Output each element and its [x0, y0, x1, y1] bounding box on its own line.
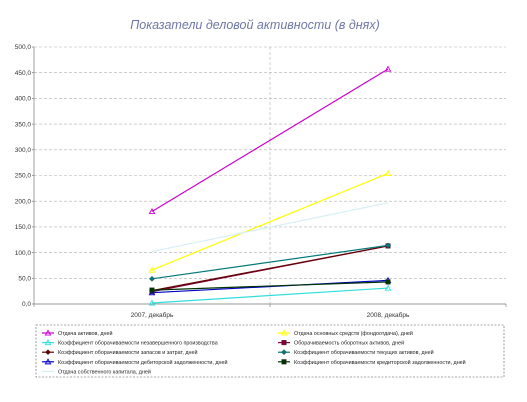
chart-title: Показатели деловой активности (в днях)	[130, 18, 380, 32]
legend-label: Коэффициент оборачиваемости незавершенно…	[58, 341, 218, 347]
legend-label: Коэффициент оборачиваемости текущих акти…	[294, 349, 434, 356]
series-line	[151, 244, 389, 280]
series-line	[151, 245, 389, 292]
legend: Отдача активов, дней Отдача основных сред…	[35, 324, 505, 378]
legend-item: Отдача основных средств (фондоотдача), д…	[278, 329, 413, 337]
series-0	[148, 65, 392, 215]
legend-marker	[45, 349, 51, 356]
legend-item: Отдача активов, дней	[42, 329, 113, 337]
series-line	[151, 172, 389, 271]
y-tick-label: 0,0	[22, 301, 31, 308]
legend-label: Оборачиваемость оборотных активов, дней	[294, 340, 404, 347]
x-tick-label: 2007, декабрь	[131, 311, 174, 319]
legend-marker	[44, 339, 52, 346]
legend-label: Коэффициент оборачиваемости кредиторской…	[294, 359, 466, 366]
y-tick-label: 150,0	[15, 224, 32, 231]
series-8	[151, 202, 389, 253]
legend-item: Коэффициент оборачиваемости дебиторской …	[42, 358, 227, 366]
series-line	[151, 287, 389, 304]
data-point	[384, 65, 392, 72]
data-point	[148, 299, 156, 306]
legend-item: Коэффициент оборачиваемости запасов и за…	[42, 349, 197, 356]
legend-marker	[44, 329, 52, 336]
y-tick-label: 200,0	[15, 198, 32, 205]
legend-item: Коэффициент оборачиваемости кредиторской…	[278, 359, 466, 366]
series-2	[148, 284, 392, 306]
legend-marker	[281, 349, 287, 356]
y-tick-label: 100,0	[15, 250, 32, 257]
data-point	[384, 284, 392, 291]
series-line	[151, 68, 389, 212]
series-1	[148, 169, 392, 273]
data-point	[385, 279, 391, 285]
series-line	[151, 281, 389, 291]
x-tick-label: 2008, декабрь	[367, 311, 410, 319]
legend-marker	[281, 359, 287, 365]
series-5	[149, 242, 391, 282]
legend-label: Отдача основных средств (фондоотдача), д…	[294, 330, 413, 337]
y-axis: 0,0 50,0 100,0 150,0 200,0 250,0 300,0 350,0 400…	[15, 44, 35, 308]
series-line	[151, 202, 389, 253]
legend-label: Коэффициент оборачиваемости дебиторской …	[58, 359, 227, 366]
y-tick-label: 450,0	[15, 70, 32, 77]
y-tick-label: 400,0	[15, 96, 32, 103]
series-group	[148, 65, 392, 306]
x-axis: 2007, декабрь 2008, декабрь	[33, 303, 507, 319]
legend-box	[35, 324, 505, 378]
y-tick-label: 300,0	[15, 147, 32, 154]
data-point	[148, 266, 156, 273]
y-tick-label: 50,0	[18, 276, 31, 283]
series-7	[149, 279, 391, 293]
legend-label: Отдача собственного капитала, дней	[58, 368, 151, 375]
legend-marker	[281, 340, 287, 346]
legend-item: Оборачиваемость оборотных активов, дней	[278, 340, 404, 347]
legend-item: Отдача собственного капитала, дней	[42, 368, 151, 375]
y-tick-label: 250,0	[15, 173, 32, 180]
data-point	[149, 275, 155, 282]
data-point	[148, 207, 156, 215]
data-point	[384, 169, 392, 176]
legend-label: Коэффициент оборачиваемости запасов и за…	[58, 349, 197, 356]
legend-item: Коэффициент оборачиваемости незавершенно…	[42, 339, 218, 347]
legend-item: Коэффициент оборачиваемости текущих акти…	[278, 349, 434, 356]
legend-label: Отдача активов, дней	[58, 330, 113, 337]
legend-marker	[280, 329, 288, 336]
legend-marker	[44, 358, 52, 365]
data-point	[149, 287, 155, 293]
y-tick-label: 350,0	[15, 121, 32, 128]
data-point	[385, 242, 391, 249]
y-tick-label: 500,0	[15, 44, 32, 51]
